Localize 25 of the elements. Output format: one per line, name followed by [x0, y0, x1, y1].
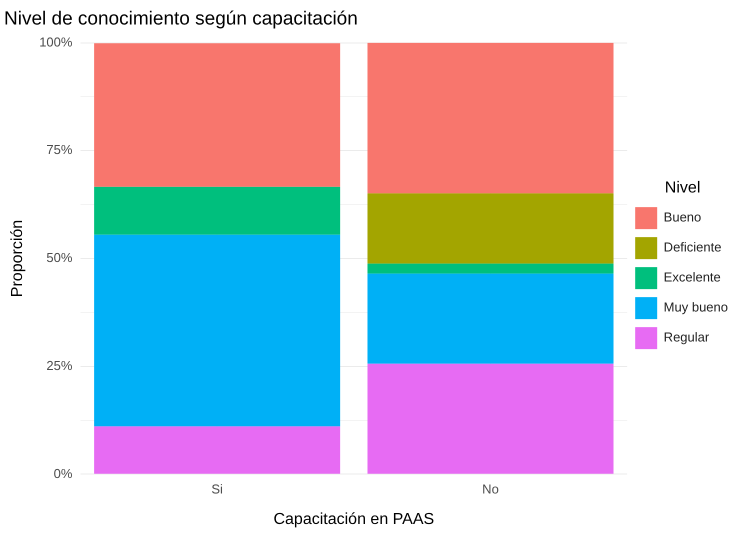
bar	[367, 274, 614, 364]
y-tick-label: 50%	[46, 250, 73, 266]
legend-label: Excelente	[664, 270, 721, 285]
legend-title: Nivel	[664, 179, 700, 196]
legend-label: Muy bueno	[664, 300, 728, 315]
y-tick-label: 25%	[46, 358, 73, 373]
legend-label: Deficiente	[664, 240, 722, 255]
bar	[94, 234, 340, 426]
chart-title: Nivel de conocimiento según capacitación	[4, 8, 358, 30]
legend-label: Regular	[664, 330, 710, 345]
y-tick-label: 75%	[46, 142, 73, 158]
bar	[94, 426, 340, 474]
y-axis-title: Proporción	[9, 220, 26, 298]
bar	[367, 42, 614, 194]
x-tick-label: Si	[211, 482, 224, 497]
bar	[94, 43, 340, 187]
y-tick-label: 100%	[39, 34, 73, 50]
bar	[94, 186, 340, 235]
legend-label: Bueno	[664, 210, 702, 225]
bar	[367, 364, 614, 474]
bar	[367, 193, 614, 264]
x-axis-title: Capacitación en PAAS	[273, 510, 434, 528]
y-tick-label: 0%	[54, 466, 73, 481]
x-tick-label: No	[482, 482, 499, 497]
bar	[367, 264, 614, 274]
